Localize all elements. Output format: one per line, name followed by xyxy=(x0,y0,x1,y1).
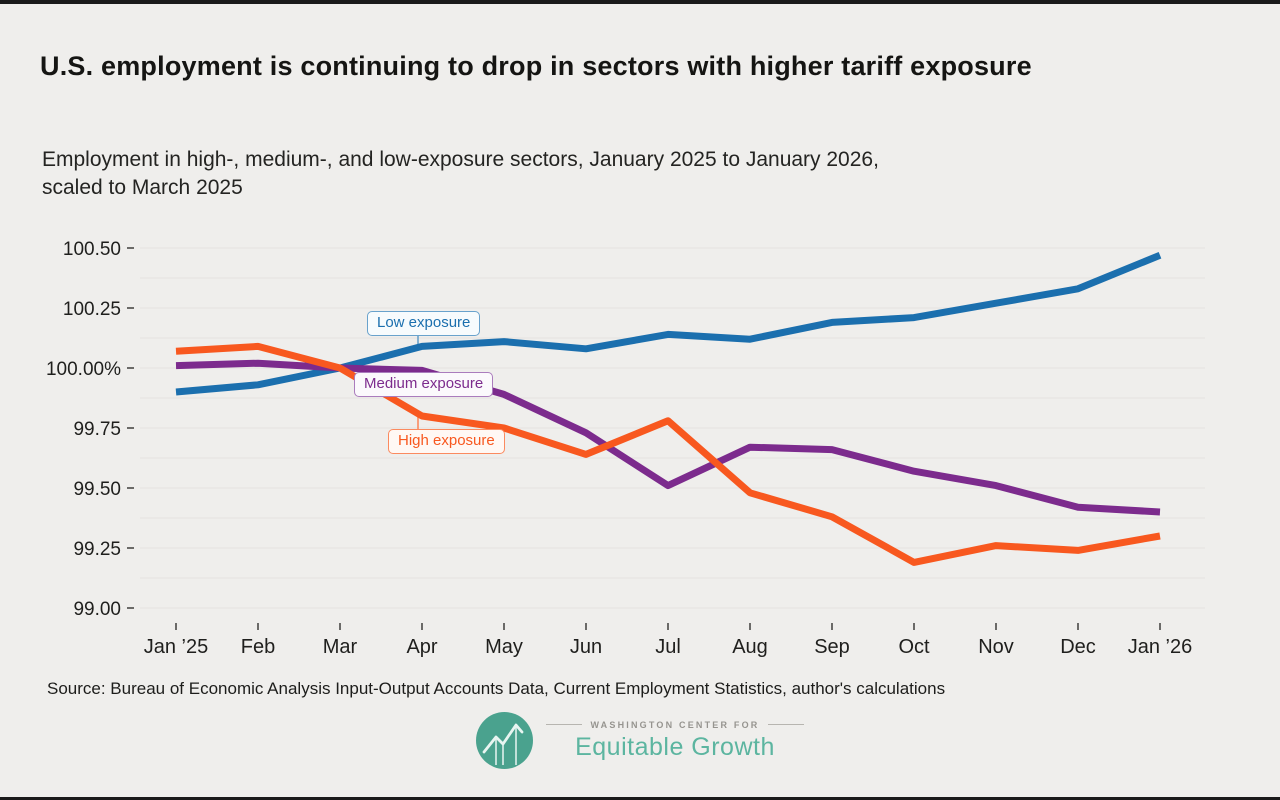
logo-zigzag xyxy=(483,723,524,765)
x-tick-label: Oct xyxy=(898,636,930,658)
chart-subtitle: Employment in high-, medium-, and low-ex… xyxy=(42,146,879,202)
top-border xyxy=(0,0,1280,4)
logo-mark-icon xyxy=(476,712,534,769)
x-tick-label: Aug xyxy=(732,636,768,658)
y-tick-label: 99.25 xyxy=(73,539,121,560)
logo-small-line: WASHINGTON CENTER FOR xyxy=(546,719,804,730)
x-tick-label: Jul xyxy=(655,636,681,658)
y-tick-label: 99.50 xyxy=(73,479,121,500)
logo-rule-right xyxy=(767,724,804,725)
x-tick-label: Mar xyxy=(323,636,358,658)
x-tick-label: Jun xyxy=(570,636,602,658)
source-note: Source: Bureau of Economic Analysis Inpu… xyxy=(47,679,946,698)
bottom-border xyxy=(0,797,1280,800)
x-tick-label: Feb xyxy=(241,636,275,658)
series-label-medium-exposure: Medium exposure xyxy=(354,372,494,397)
series-line-low-exposure xyxy=(175,251,1162,396)
chart-subtitle-line1: Employment in high-, medium-, and low-ex… xyxy=(42,148,879,171)
y-tick-label: 99.75 xyxy=(73,419,121,440)
x-tick-label: Nov xyxy=(978,636,1014,658)
series-label-low-exposure: Low exposure xyxy=(367,311,481,336)
y-tick-label: 100.00% xyxy=(46,359,121,380)
chart-subtitle-line2: scaled to March 2025 xyxy=(42,176,243,199)
x-tick-label: Sep xyxy=(814,636,850,658)
equitable-growth-logo: WASHINGTON CENTER FOR Equitable Growth xyxy=(0,712,1280,769)
x-tick-label: Jan ’26 xyxy=(1128,636,1193,658)
series-line-medium-exposure xyxy=(175,359,1161,516)
y-tick-label: 100.25 xyxy=(63,299,121,320)
series-label-high-exposure: High exposure xyxy=(388,429,505,454)
x-tick-label: Apr xyxy=(406,636,437,658)
x-tick-label: Jan ’25 xyxy=(144,636,209,658)
series-line-high-exposure xyxy=(175,342,1161,566)
y-tick-label: 100.50 xyxy=(63,239,121,260)
x-tick-label: May xyxy=(485,636,523,658)
y-tick-label: 99.00 xyxy=(73,599,121,620)
chart-title: U.S. employment is continuing to drop in… xyxy=(40,51,1032,81)
logo-text: WASHINGTON CENTER FOR Equitable Growth xyxy=(546,719,804,762)
x-tick-label: Dec xyxy=(1060,636,1096,658)
logo-rule-left xyxy=(546,724,583,725)
logo-small-text: WASHINGTON CENTER FOR xyxy=(590,719,760,730)
logo-name-text: Equitable Growth xyxy=(575,732,775,761)
